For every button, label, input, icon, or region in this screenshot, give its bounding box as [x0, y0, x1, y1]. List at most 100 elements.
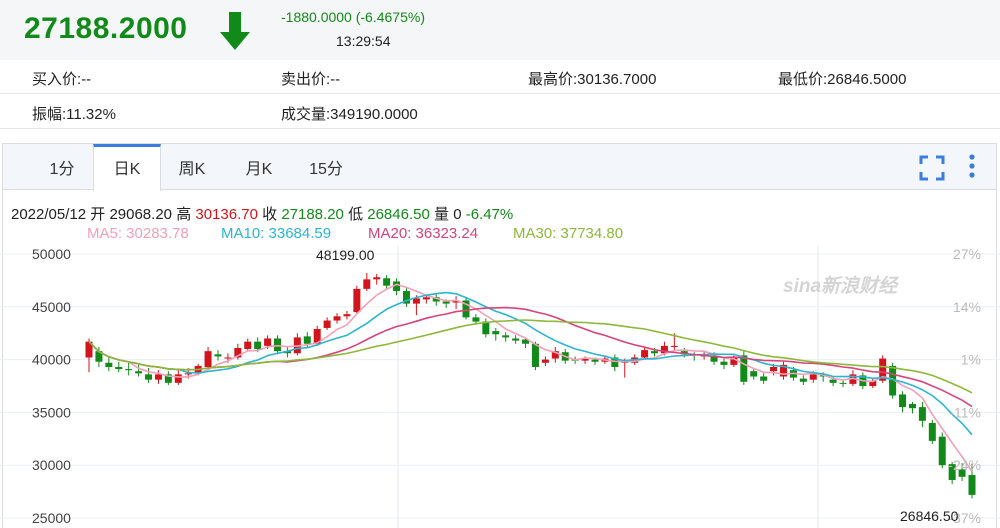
y-tick-label-right: -24% — [948, 457, 981, 473]
candle-body — [869, 380, 877, 386]
candle-body — [145, 374, 153, 380]
tab-weekly[interactable]: 周K — [178, 161, 206, 178]
high-price: 最高价:30136.7000 — [528, 71, 657, 88]
more-vertical-icon[interactable] — [965, 153, 979, 181]
candle-body — [670, 345, 678, 347]
open-label: 开 — [90, 206, 106, 223]
candle-body — [85, 341, 93, 358]
candle-body — [839, 382, 847, 384]
candle-body — [660, 345, 668, 354]
candle-body — [204, 351, 212, 367]
fullscreen-icon[interactable] — [919, 155, 945, 181]
pct-value: -6.47% — [465, 206, 514, 223]
volume: 成交量:349190.0000 — [281, 106, 418, 123]
candle-body — [283, 351, 291, 354]
low-value: 26846.50 — [367, 206, 430, 223]
candle-body — [958, 469, 966, 477]
y-tick-label-right: -11% — [949, 404, 981, 420]
y-tick-label-left: 35000 — [32, 404, 71, 420]
last-price: 27188.2000 — [24, 12, 188, 45]
candle-body — [353, 288, 361, 313]
candle-body — [363, 279, 371, 289]
candle-body — [968, 475, 976, 495]
price-change: -1880.0000 (-6.4675%) — [281, 9, 425, 25]
bid-price: 买入价:-- — [32, 71, 92, 88]
period-tabs: 1分 日K 周K 月K 15分 — [3, 144, 996, 191]
candle-body — [899, 394, 907, 408]
low-label: 低 — [348, 206, 364, 223]
vol-label: 量 — [434, 206, 450, 223]
candle-body — [184, 373, 192, 375]
y-tick-label-right: 14% — [953, 299, 981, 315]
candle-body — [730, 357, 738, 365]
y-tick-label-left: 45000 — [32, 299, 71, 315]
candle-body — [720, 361, 728, 365]
open-value: 29068.20 — [109, 206, 173, 223]
candle-body — [393, 281, 401, 291]
candle-body — [531, 343, 539, 367]
chart-panel: 1分 日K 周K 月K 15分 2022/05/12 开 29068.20 高 … — [2, 143, 997, 528]
y-tick-label-left: 50000 — [32, 246, 71, 262]
candle-body — [938, 436, 946, 466]
quote-row-2: 振幅:11.32% 成交量:349190.0000 — [0, 96, 1000, 129]
candle-body — [164, 374, 172, 383]
high-label: 高 — [176, 206, 192, 223]
candle-body — [125, 369, 133, 371]
candle-body — [452, 300, 460, 303]
close-value: 27188.20 — [281, 206, 344, 223]
candle-body — [313, 328, 321, 344]
close-label: 收 — [262, 206, 278, 223]
candle-body — [750, 371, 758, 377]
candle-body — [154, 374, 162, 380]
candle-body — [482, 321, 490, 335]
y-tick-label-left: 25000 — [32, 510, 71, 526]
candle-body — [472, 317, 480, 322]
ma30-label: MA30: 37734.80 — [513, 225, 624, 242]
candle-body — [611, 357, 619, 367]
candle-body — [512, 338, 520, 341]
y-tick-label-right: 27% — [953, 246, 981, 262]
ma5-label: MA5: 30283.78 — [87, 225, 189, 242]
ma10-label: MA10: 33684.59 — [221, 225, 332, 242]
quote-time: 13:29:54 — [336, 33, 391, 49]
candle-body — [135, 371, 143, 374]
candle-body — [918, 407, 926, 421]
candle-body — [879, 358, 887, 381]
candle-body — [383, 278, 391, 286]
candle-body — [174, 374, 182, 383]
tab-15min[interactable]: 15分 — [309, 161, 343, 178]
candle-body — [333, 316, 341, 321]
candle-body — [224, 357, 232, 359]
candle-body — [948, 464, 956, 480]
tab-1min[interactable]: 1分 — [49, 161, 75, 178]
tab-daily[interactable]: 日K — [93, 144, 161, 191]
ohlc-info: 2022/05/12 开 29068.20 高 30136.70 收 27188… — [11, 203, 513, 224]
candle-body — [115, 366, 123, 370]
tab-monthly[interactable]: 月K — [245, 161, 273, 178]
candle-body — [254, 341, 262, 350]
candle-body — [809, 374, 817, 380]
candle-body — [422, 297, 430, 300]
ma20-line — [88, 306, 973, 408]
candle-body — [581, 358, 589, 361]
candle-body — [412, 298, 420, 304]
candle-body — [214, 354, 222, 357]
candle-body — [373, 277, 381, 280]
candle-body — [799, 378, 807, 382]
ma5-line — [88, 283, 973, 473]
candle-body — [591, 359, 599, 362]
candle-body — [740, 355, 748, 382]
candle-body — [432, 297, 440, 302]
y-tick-label-right: 1% — [961, 352, 981, 368]
candle-body — [442, 301, 450, 304]
y-tick-label-left: 40000 — [32, 352, 71, 368]
candle-body — [323, 320, 331, 328]
candlestick-chart[interactable]: sina新浪财经 50000 27% 45000 14% 40000 1% 35000 -11… — [0, 246, 1000, 528]
down-arrow-icon — [220, 12, 250, 50]
candle-body — [760, 376, 768, 381]
sina-watermark: sina新浪财经 — [783, 275, 900, 297]
candle-body — [402, 290, 410, 304]
low-price: 最低价:26846.5000 — [778, 71, 907, 88]
candle-body — [889, 365, 897, 396]
candle-body — [462, 300, 470, 318]
